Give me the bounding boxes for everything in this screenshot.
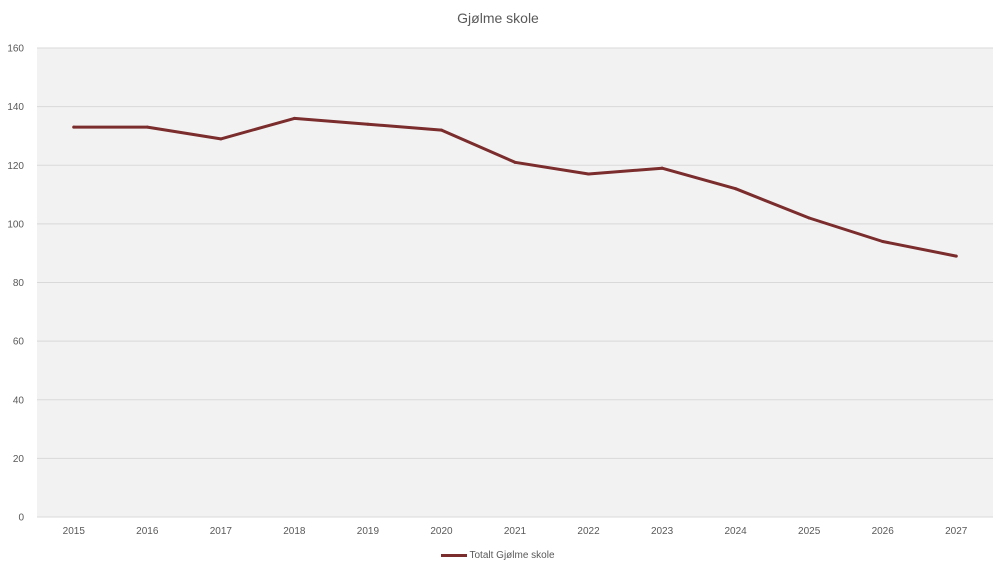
data-point [660,166,664,170]
y-tick-label: 140 [7,102,24,113]
y-tick-label: 20 [13,454,25,465]
x-tick-label: 2018 [283,526,306,537]
data-point [439,128,443,132]
x-tick-label: 2019 [357,526,380,537]
legend: Totalt Gjølme skole [0,550,996,562]
legend-label: Totalt Gjølme skole [469,550,555,561]
data-point [145,125,149,129]
x-tick-label: 2015 [63,526,86,537]
x-tick-label: 2027 [945,526,968,537]
y-tick-label: 160 [7,44,24,55]
data-point [807,216,811,220]
x-tick-label: 2022 [577,526,600,537]
x-tick-label: 2025 [798,526,821,537]
x-tick-label: 2020 [430,526,453,537]
data-point [219,137,223,141]
x-tick-label: 2021 [504,526,527,537]
x-tick-label: 2024 [724,526,747,537]
data-point [881,239,885,243]
y-tick-label: 40 [13,395,25,406]
y-tick-label: 120 [7,161,24,172]
y-tick-label: 80 [13,278,25,289]
data-point [513,160,517,164]
data-point [72,125,76,129]
data-point [366,122,370,126]
x-tick-label: 2017 [210,526,233,537]
y-tick-label: 60 [13,337,25,348]
x-tick-label: 2023 [651,526,674,537]
x-tick-label: 2016 [136,526,159,537]
data-point [734,187,738,191]
y-tick-label: 0 [18,513,24,524]
data-point [954,254,958,258]
legend-swatch-icon [441,553,468,557]
y-tick-label: 100 [7,219,24,230]
data-point [292,116,296,120]
data-point [587,172,591,176]
x-tick-label: 2026 [872,526,895,537]
chart-title: Gjølme skole [457,10,539,26]
